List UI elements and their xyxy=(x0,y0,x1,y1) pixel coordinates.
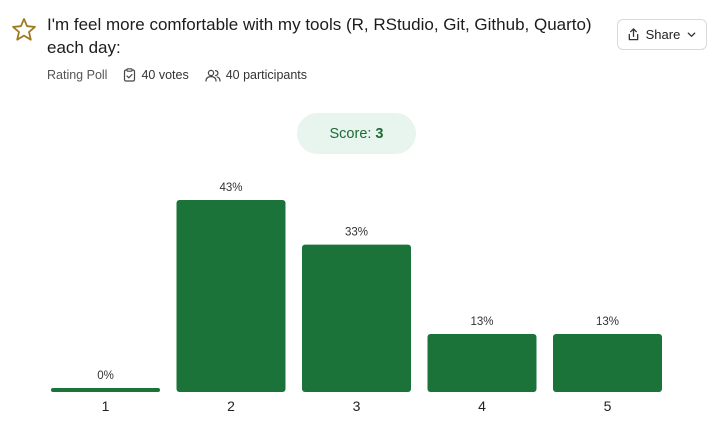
bar-value-label: 43% xyxy=(219,182,242,194)
votes-label: 40 votes xyxy=(141,68,189,82)
star-icon xyxy=(12,18,36,41)
bar-2 xyxy=(176,200,286,392)
score-badge: Score: 3 xyxy=(297,113,416,154)
bar-4 xyxy=(427,333,537,392)
category-label: 5 xyxy=(604,398,612,414)
score-value: 3 xyxy=(375,125,384,142)
bar-value-label: 33% xyxy=(345,227,368,239)
bar-value-label: 13% xyxy=(470,316,493,328)
bar-3 xyxy=(302,244,411,392)
votes-count: 40 votes xyxy=(123,68,189,82)
bar-value-label: 0% xyxy=(97,370,114,382)
poll-title: I'm feel more comfortable with my tools … xyxy=(47,15,592,57)
poll-type: Rating Poll xyxy=(47,68,108,82)
category-label: 3 xyxy=(353,398,361,414)
users-icon xyxy=(205,69,221,82)
chevron-down-icon xyxy=(687,32,696,37)
clipboard-check-icon xyxy=(124,68,136,82)
bar-value-label: 13% xyxy=(596,316,619,328)
score-label: Score: xyxy=(329,125,372,142)
bar-1 xyxy=(51,388,160,392)
participants-count: 40 participants xyxy=(205,68,307,82)
share-icon xyxy=(628,28,638,41)
participants-label: 40 participants xyxy=(225,68,308,82)
share-button[interactable]: Share xyxy=(617,19,707,50)
category-label: 4 xyxy=(478,398,486,414)
bar-5 xyxy=(553,333,662,392)
category-label: 2 xyxy=(227,398,235,414)
share-label: Share xyxy=(645,27,681,42)
category-label: 1 xyxy=(102,398,110,414)
poll-meta: Rating Poll 40 votes 40 participants xyxy=(47,66,323,84)
